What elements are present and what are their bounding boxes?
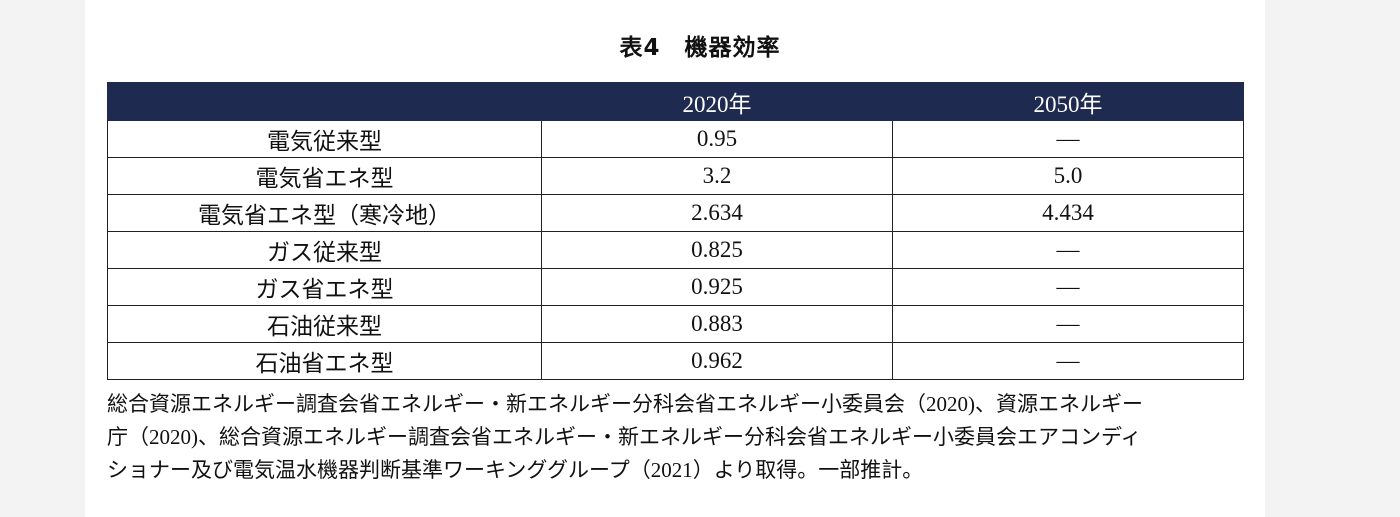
row-label: ガス省エネ型 bbox=[107, 268, 542, 306]
table-row: 電気省エネ型（寒冷地） 2.634 4.434 bbox=[107, 194, 1244, 232]
efficiency-table: 2020年 2050年 電気従来型 0.95 — 電気省エネ型 3.2 5.0 … bbox=[107, 82, 1244, 380]
row-label: 電気従来型 bbox=[107, 120, 542, 158]
header-cell-label bbox=[107, 82, 542, 121]
table-row: 石油従来型 0.883 — bbox=[107, 305, 1244, 343]
row-label: 石油省エネ型 bbox=[107, 342, 542, 380]
row-label: ガス従来型 bbox=[107, 231, 542, 269]
table-row: 石油省エネ型 0.962 — bbox=[107, 342, 1244, 380]
value-2020: 0.883 bbox=[541, 305, 893, 343]
value-2050: — bbox=[892, 120, 1244, 158]
row-label: 電気省エネ型（寒冷地） bbox=[107, 194, 542, 232]
value-2050: 5.0 bbox=[892, 157, 1244, 195]
table-row: ガス従来型 0.825 — bbox=[107, 231, 1244, 269]
source-note-line: ショナー及び電気温水機器判断基準ワーキンググループ（2021）より取得。一部推計… bbox=[107, 458, 924, 482]
header-cell-2050: 2050年 bbox=[892, 82, 1244, 121]
table-row: 電気省エネ型 3.2 5.0 bbox=[107, 157, 1244, 195]
value-2020: 0.925 bbox=[541, 268, 893, 306]
header-cell-2020: 2020年 bbox=[541, 82, 893, 121]
value-2050: 4.434 bbox=[892, 194, 1244, 232]
value-2020: 0.95 bbox=[541, 120, 893, 158]
table-title: 表4 機器効率 bbox=[619, 35, 781, 61]
source-note: 総合資源エネルギー調査会省エネルギー・新エネルギー分科会省エネルギー小委員会（2… bbox=[107, 388, 1257, 487]
value-2020: 2.634 bbox=[541, 194, 893, 232]
value-2050: — bbox=[892, 231, 1244, 269]
value-2020: 3.2 bbox=[541, 157, 893, 195]
value-2020: 0.962 bbox=[541, 342, 893, 380]
value-2050: — bbox=[892, 305, 1244, 343]
value-2050: — bbox=[892, 268, 1244, 306]
value-2020: 0.825 bbox=[541, 231, 893, 269]
header-row: 2020年 2050年 bbox=[107, 82, 1244, 121]
table-row: ガス省エネ型 0.925 — bbox=[107, 268, 1244, 306]
source-note-line: 総合資源エネルギー調査会省エネルギー・新エネルギー分科会省エネルギー小委員会（2… bbox=[107, 392, 1143, 416]
table-row: 電気従来型 0.95 — bbox=[107, 120, 1244, 158]
source-note-line: 庁（2020)、総合資源エネルギー調査会省エネルギー・新エネルギー分科会省エネル… bbox=[107, 425, 1142, 449]
row-label: 石油従来型 bbox=[107, 305, 542, 343]
row-label: 電気省エネ型 bbox=[107, 157, 542, 195]
value-2050: — bbox=[892, 342, 1244, 380]
